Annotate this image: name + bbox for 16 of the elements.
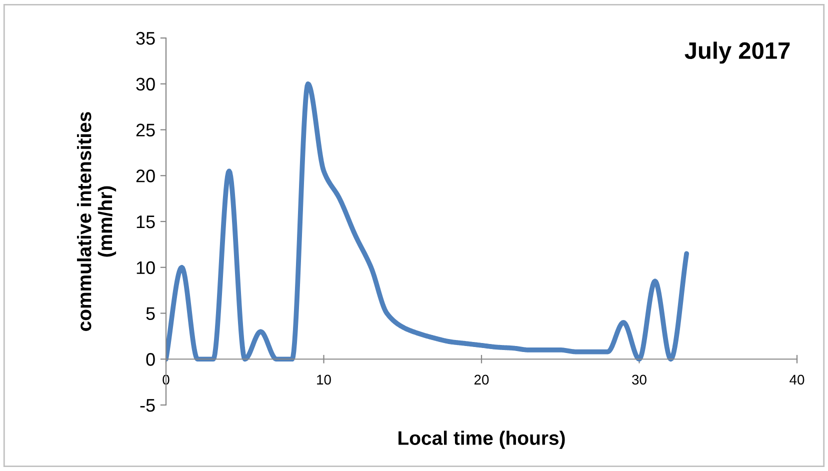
- y-tick-label: 5: [146, 307, 155, 320]
- y-axis-title: commulative intensities (mm/hr): [76, 112, 116, 331]
- x-tick-label: 10: [317, 374, 331, 385]
- y-tick-label: 30: [136, 78, 155, 91]
- y-tick-label: 10: [136, 261, 155, 274]
- y-tick-label: 25: [136, 124, 155, 136]
- y-tick-label: 15: [136, 216, 155, 228]
- y-tick-label: 20: [136, 170, 155, 182]
- y-tick-label: 0: [146, 353, 155, 366]
- y-tick-label: 35: [136, 32, 155, 45]
- chart-title: July 2017: [684, 42, 790, 64]
- y-tick-label: -5: [140, 399, 155, 412]
- x-tick-label: 20: [474, 374, 489, 385]
- x-tick-label: 30: [632, 374, 646, 385]
- x-axis-title: Local time (hours): [398, 430, 565, 449]
- x-tick-label: 40: [790, 374, 804, 385]
